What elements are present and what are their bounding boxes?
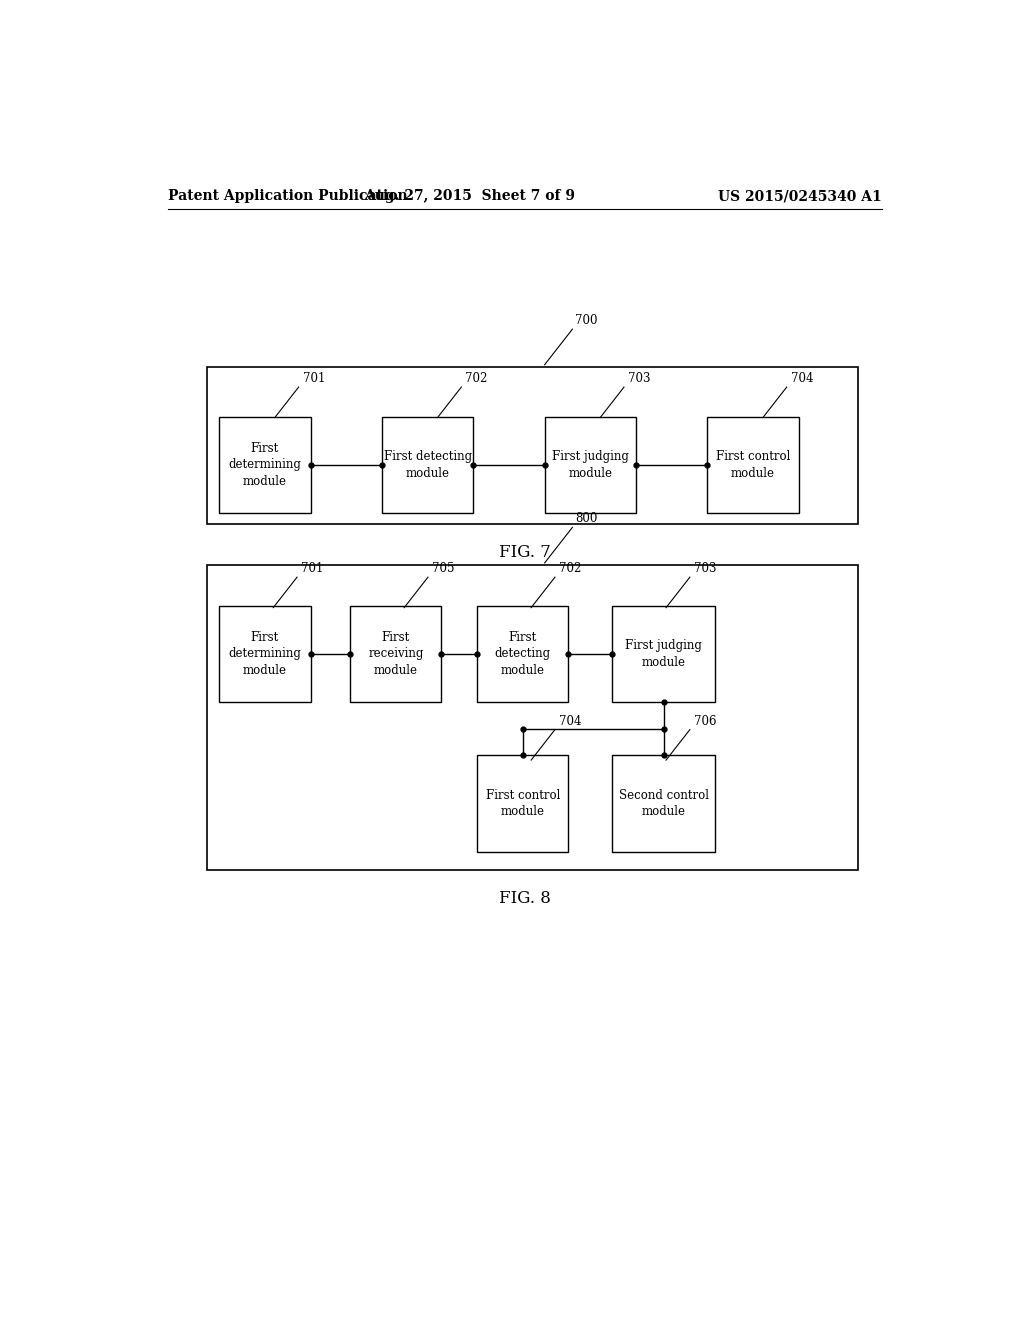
Text: 703: 703 [628,372,650,385]
Text: FIG. 8: FIG. 8 [499,890,551,907]
Text: US 2015/0245340 A1: US 2015/0245340 A1 [718,189,882,203]
Text: First
determining
module: First determining module [228,442,301,488]
Text: Aug. 27, 2015  Sheet 7 of 9: Aug. 27, 2015 Sheet 7 of 9 [364,189,574,203]
Text: 704: 704 [559,714,582,727]
Text: 702: 702 [559,562,582,576]
Text: 701: 701 [303,372,325,385]
Text: 703: 703 [694,562,717,576]
Bar [207,367,858,524]
Bar [477,755,568,851]
Bar [219,417,310,513]
Bar [612,606,715,702]
Bar [477,606,568,702]
Text: First judging
module: First judging module [626,639,702,669]
Text: First detecting
module: First detecting module [384,450,472,479]
Text: 706: 706 [694,714,717,727]
Text: 800: 800 [574,512,597,525]
Bar [207,565,858,870]
Bar [382,417,473,513]
Text: 700: 700 [574,314,597,327]
Bar [612,755,715,851]
Bar [545,417,636,513]
Text: 704: 704 [791,372,813,385]
Text: First control
module: First control module [716,450,791,479]
Text: First
detecting
module: First detecting module [495,631,551,677]
Text: First control
module: First control module [485,788,560,818]
Text: 705: 705 [432,562,455,576]
Text: First
determining
module: First determining module [228,631,301,677]
Text: Patent Application Publication: Patent Application Publication [168,189,408,203]
Text: 702: 702 [465,372,487,385]
Bar [219,606,310,702]
Text: 701: 701 [301,562,324,576]
Text: First
receiving
module: First receiving module [369,631,424,677]
Text: FIG. 7: FIG. 7 [499,544,551,561]
Text: First judging
module: First judging module [552,450,629,479]
Text: Second control
module: Second control module [618,788,709,818]
Bar [350,606,441,702]
Bar [708,417,799,513]
